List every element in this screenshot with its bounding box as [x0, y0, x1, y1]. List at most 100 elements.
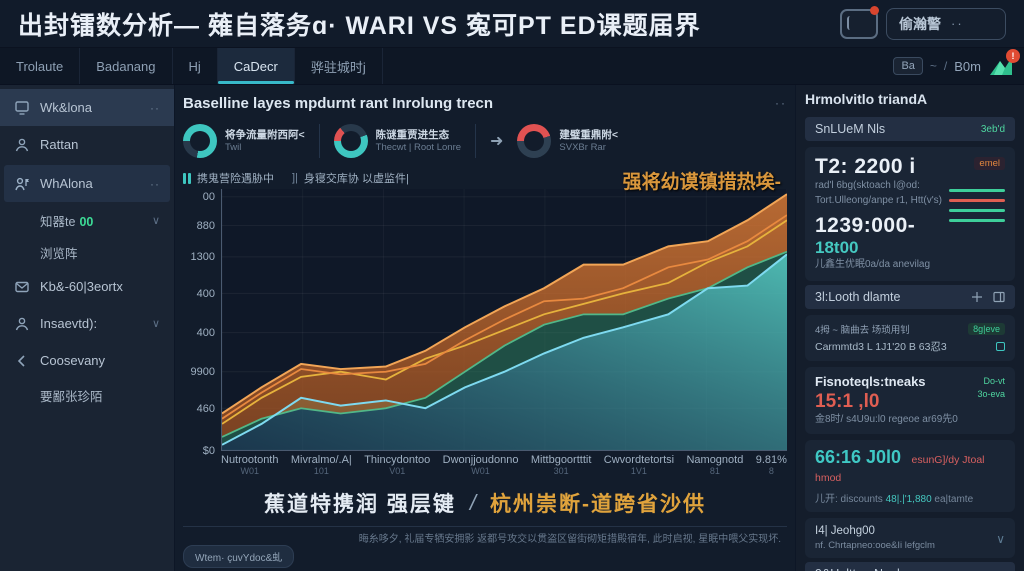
person-icon: [14, 137, 30, 153]
teal-bars-icon: [183, 172, 191, 184]
zoom-label[interactable]: B0m: [954, 58, 981, 74]
caption-gold: 杭州崇断-道跨省沙供: [489, 493, 706, 516]
stat-value-b2: 18t00: [815, 238, 859, 257]
y-tick-label: 400: [196, 287, 215, 300]
section-header-depth[interactable]: 3l:Looth dlamte: [805, 284, 1015, 309]
y-tick-label: 400: [196, 327, 215, 340]
tab-trolaute[interactable]: Trolaute: [0, 48, 81, 84]
tab-badanang[interactable]: Badanang: [80, 48, 173, 84]
tab-bar: Trolaute Badanang Hj CaDecr 骅驻城时j Ba ~ /…: [0, 48, 1024, 85]
red-suffix: esunG]/dy Jtoal hmod: [815, 454, 985, 484]
bottom-caption: 蕉道特携润 强层键 / 杭州崇断-道跨省沙供: [183, 481, 787, 525]
body-layout: Wk&lona ·· Rattan WhAlona ·· 知器te 00 ∨ 浏览…: [0, 85, 1024, 571]
footnote-text: 晦糸哆夕, 礼届专牺安拥影 返都号攻交以贯盗区留街砌矩措殿宿年, 此时启视, 星…: [358, 534, 781, 545]
keycap-icon[interactable]: Ba: [893, 57, 923, 75]
pipeline-stage-1[interactable]: 将争流量附西阿< Twil: [183, 124, 320, 158]
tab-extra[interactable]: 骅驻城时j: [295, 48, 383, 84]
stat-badge-emel: emel: [974, 157, 1005, 170]
panel-title: Baselline layes mpdurnt rant Inrolung tr…: [183, 94, 494, 112]
sidebar-item-kb[interactable]: Kb&-60|3eortx: [0, 268, 174, 305]
app-header: 出封镭数分析— 薙自落务ɑ· WARI VS 寃可PT ED课题届界 偷瀚警 ·…: [0, 0, 1024, 48]
y-axis-labels: 00 880 1300 400 400 9900 460 $0: [183, 189, 221, 457]
sidebar-item-wkalona[interactable]: Wk&lona ··: [0, 89, 174, 126]
footer-pill-button[interactable]: Wtem· çuvYdoc&虬: [183, 545, 295, 568]
section-green-badge: 3eb'd: [980, 123, 1005, 135]
teal-square-icon: [996, 341, 1005, 351]
search-value: 偷瀚警: [899, 15, 941, 32]
mail-icon: [14, 279, 30, 295]
chart-legend: 携鬼营险遇胁中 ]| 身寝交库协 以虚监件| 强将幼谟镇措热埃-: [183, 167, 787, 193]
teal-big-value: 66:16 J0l0: [815, 447, 902, 467]
pipeline-row: 将争流量附西阿< Twil 陈谜重贾进生态 Thecwt | Root Lonr…: [183, 115, 787, 167]
sparkline-bars: [949, 189, 1005, 222]
notification-dot: [870, 5, 879, 15]
item-dots[interactable]: ··: [150, 176, 160, 191]
tilde-sep: ~: [929, 59, 937, 73]
area-chart: 00 880 1300 400 400 9900 460 $0: [183, 189, 787, 457]
person-card[interactable]: I4| Jeohg00 nf. Chrtapneo:ooe&Ii lefgclm…: [805, 518, 1015, 558]
green-count: 00: [79, 214, 94, 229]
slash-sep: /: [943, 59, 948, 73]
streak-red-value: 15:1 ,l0: [815, 390, 880, 412]
sidebar-item-rattan[interactable]: Rattan: [0, 126, 174, 163]
y-tick-label: 00: [202, 190, 215, 203]
sidebar-item-coosevany[interactable]: Coosevany: [0, 342, 174, 379]
chevron-down-icon[interactable]: ∨: [151, 214, 160, 227]
sidebar-subitem-last[interactable]: 要鄙张珍陌: [40, 389, 103, 404]
item-dots[interactable]: ··: [150, 100, 160, 115]
search-box[interactable]: 偷瀚警 ··: [886, 7, 1006, 40]
growth-arrow-icon[interactable]: !: [988, 49, 1020, 77]
donut-ring-2: [333, 124, 368, 158]
person-icon: [14, 316, 30, 332]
section-header-volume[interactable]: SnLUeM Nls 3eb'd: [805, 117, 1015, 141]
donut-ring-1: [183, 124, 217, 158]
pipeline-stage-2[interactable]: 陈谜重贾进生态 Thecwt | Root Lonre: [333, 124, 477, 158]
arrow-right-icon: ➜: [490, 133, 504, 150]
streak-card[interactable]: Fisnoteqls:tneaks Do-vt 3o-eva 15:1 ,l0 金…: [805, 366, 1015, 434]
cup-highlight: [847, 15, 857, 30]
discount-card[interactable]: 66:16 J0l0 esunG]/dy Jtoal hmod 儿开: disc…: [805, 440, 1015, 512]
sidebar-subitem-browse[interactable]: 浏览阵: [40, 246, 78, 261]
back-arrow-icon: [14, 353, 30, 369]
divider: [183, 526, 787, 527]
caption-white: 蕉道特携润 强层键: [264, 493, 456, 516]
sidebar-subitem-counter[interactable]: 知器te 00 ∨: [40, 214, 160, 229]
chart-plot-area[interactable]: [221, 189, 787, 451]
panel-icon[interactable]: [993, 291, 1005, 303]
app-title: 出封镭数分析— 薙自落务ɑ· WARI VS 寃可PT ED课题届界: [18, 11, 701, 40]
tab-cadecr-active[interactable]: CaDecr: [217, 48, 295, 84]
stat-value-b: 1239:000-: [815, 214, 916, 237]
y-tick-label: 1300: [190, 251, 215, 264]
y-tick-label: 460: [196, 403, 215, 416]
pipeline-stage-3[interactable]: 建璧重鼎附< SVXBr Rar: [517, 124, 632, 158]
header-actions: 偷瀚警 ··: [840, 5, 1006, 40]
green-badge: 8g|eve: [968, 322, 1005, 335]
chevron-down-icon[interactable]: ∨: [996, 532, 1005, 546]
commit-card[interactable]: 4拇 ~ 脑曲去 场琐用钊 8g|eve Carmmtd3 L 1J1'20 B…: [805, 314, 1015, 361]
right-panel-title: Hrmolvitlo triandA: [805, 91, 928, 107]
streak-green-note: Do-vt 3o-eva: [977, 375, 1005, 400]
y-tick-label: 9900: [190, 366, 215, 379]
right-panel: Hrmolvitlo triandA SnLUeM Nls 3eb'd T2: …: [795, 85, 1024, 571]
panel-more-dots[interactable]: ··: [775, 96, 787, 110]
person-flag-icon: [14, 176, 30, 192]
caption-slash: /: [469, 490, 476, 515]
highlight-amount: 48|.|'1,880: [885, 494, 932, 505]
legend-item-2[interactable]: ]| 身寝交库协 以虚监件|: [292, 172, 409, 185]
gold-annotation: 强将幼谟镇措热埃-: [622, 172, 781, 193]
sidebar-item-insaevtd[interactable]: Insaevtd): ∨: [0, 305, 174, 342]
stat-value-a: T2: 2200 i: [815, 155, 916, 178]
notification-cup-icon[interactable]: [840, 5, 879, 39]
donut-ring-3: [517, 124, 552, 158]
legend-item-1[interactable]: 携鬼营险遇胁中: [183, 170, 274, 186]
sidebar-item-whalona[interactable]: WhAlona ··: [4, 165, 170, 202]
chevron-down-icon[interactable]: ∨: [151, 318, 160, 330]
section-header-uptime[interactable]: 9&Uelttrm Nonle: [805, 562, 1015, 571]
crosshair-icon[interactable]: [971, 291, 983, 303]
bracket-mark-icon: ]|: [292, 172, 298, 184]
tabbar-right-tools: Ba ~ / B0m !: [893, 48, 1024, 84]
tab-hj[interactable]: Hj: [173, 48, 218, 84]
stat-card-primary[interactable]: T2: 2200 i emel rad'l 6bg(sktoach l@od: …: [805, 147, 1015, 281]
more-dots[interactable]: ··: [951, 16, 964, 31]
